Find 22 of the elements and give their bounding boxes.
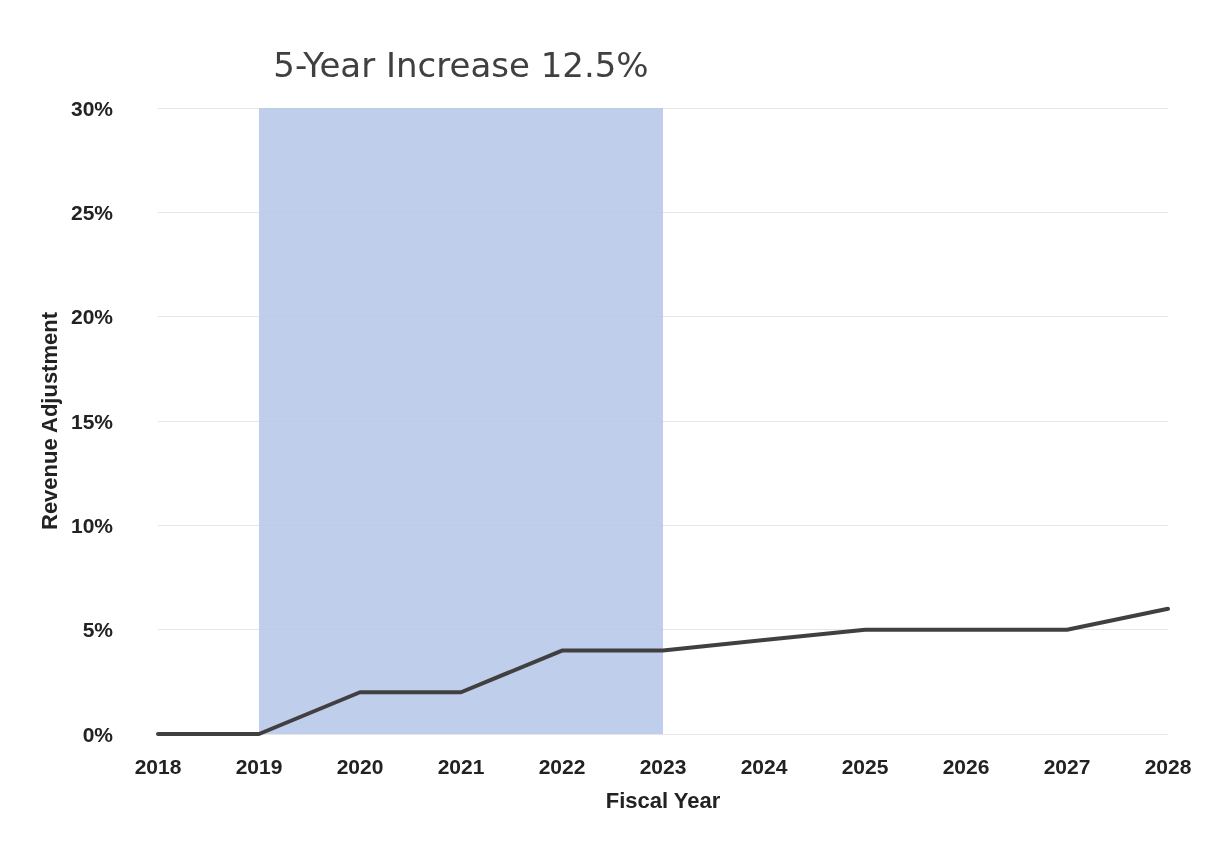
x-tick-label: 2018 [134, 755, 182, 778]
y-tick-label: 30% [70, 96, 114, 120]
y-tick-label: 20% [70, 305, 114, 329]
y-tick-label: 5% [82, 618, 114, 642]
x-tick-label: 2021 [437, 755, 485, 778]
x-tick-label: 2023 [639, 755, 687, 778]
x-tick-label: 2026 [942, 755, 990, 778]
x-tick-label: 2024 [740, 755, 788, 778]
x-tick-label: 2020 [336, 755, 384, 778]
x-tick-label: 2027 [1043, 755, 1091, 778]
x-tick-label: 2028 [1144, 755, 1192, 778]
x-tick-label: 2025 [841, 755, 889, 778]
y-tick-label: 10% [70, 513, 114, 537]
y-tick-label: 25% [70, 200, 114, 224]
x-tick-label: 2022 [538, 755, 586, 778]
x-tick-label: 2019 [235, 755, 283, 778]
x-axis-title: Fiscal Year [605, 787, 721, 813]
line-series [156, 606, 1170, 736]
y-tick-label: 15% [70, 409, 114, 433]
band-label: 5-Year Increase 12.5% [273, 45, 649, 85]
y-axis-title: Revenue Adjustment [36, 311, 62, 531]
y-tick-label: 0% [82, 722, 114, 746]
